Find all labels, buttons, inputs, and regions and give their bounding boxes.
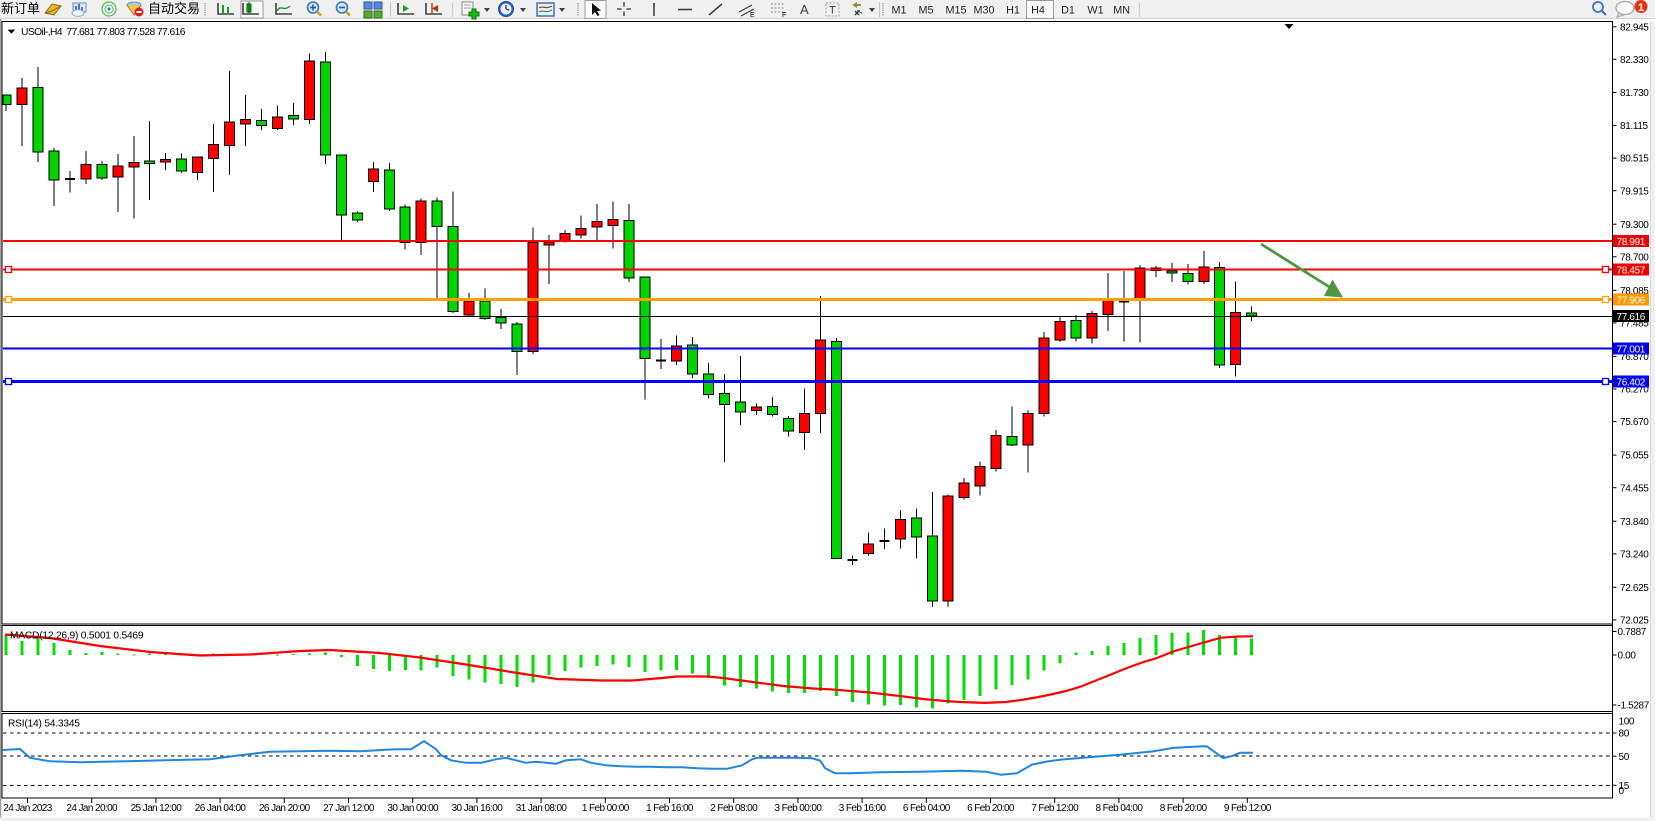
svg-text:78.991: 78.991 [1617,237,1646,248]
svg-text:0: 0 [1619,786,1625,797]
svg-text:0.7887: 0.7887 [1618,627,1647,638]
svg-text:73.240: 73.240 [1620,550,1649,561]
svg-text:T: T [829,5,836,17]
svg-text:9 Feb 12:00: 9 Feb 12:00 [1224,803,1272,814]
svg-text:3 Feb 16:00: 3 Feb 16:00 [839,803,887,814]
svg-text:1 Feb 16:00: 1 Feb 16:00 [646,803,694,814]
svg-text:30 Jan 16:00: 30 Jan 16:00 [452,803,504,814]
svg-text:25 Jan 12:00: 25 Jan 12:00 [131,803,183,814]
svg-text:USOil-,H4 77.681 77.803 77.52: USOil-,H4 77.681 77.803 77.528 77.616 [21,27,186,38]
svg-text:-1.5287: -1.5287 [1618,701,1650,712]
svg-text:E: E [750,12,755,19]
svg-text:0.00: 0.00 [1618,651,1637,662]
svg-text:78.085: 78.085 [1620,286,1649,297]
svg-text:30 Jan 00:00: 30 Jan 00:00 [387,803,439,814]
svg-text:6 Feb 04:00: 6 Feb 04:00 [903,803,951,814]
svg-text:72.625: 72.625 [1620,583,1649,594]
svg-text:78.700: 78.700 [1620,252,1649,263]
svg-text:50: 50 [1619,752,1630,763]
svg-text:F: F [782,12,786,19]
svg-text:75.670: 75.670 [1620,417,1649,428]
svg-text:W1: W1 [1087,5,1103,17]
svg-text:MN: MN [1113,5,1130,17]
svg-text:H1: H1 [1006,5,1020,17]
svg-text:80: 80 [1619,729,1630,740]
svg-text:82.330: 82.330 [1620,55,1649,66]
svg-text:3 Feb 00:00: 3 Feb 00:00 [775,803,823,814]
svg-text:72.025: 72.025 [1620,616,1649,627]
svg-text:MACD(12,26,9) 0.5001 0.5469: MACD(12,26,9) 0.5001 0.5469 [10,631,144,642]
svg-text:15: 15 [1619,781,1630,792]
svg-text:新订单: 新订单 [1,1,40,16]
svg-text:81.115: 81.115 [1620,121,1649,132]
svg-text:A: A [800,2,809,17]
svg-text:H4: H4 [1031,5,1045,17]
svg-text:77.616: 77.616 [1617,312,1646,323]
svg-text:75.055: 75.055 [1620,451,1649,462]
svg-text:RSI(14) 54.3345: RSI(14) 54.3345 [8,719,80,730]
svg-text:6 Feb 20:00: 6 Feb 20:00 [967,803,1015,814]
svg-text:8 Feb 20:00: 8 Feb 20:00 [1160,803,1208,814]
svg-text:77.906: 77.906 [1617,295,1646,306]
svg-text:自动交易: 自动交易 [148,1,200,16]
svg-text:74.455: 74.455 [1620,483,1649,494]
svg-text:M1: M1 [892,5,907,17]
svg-text:80.515: 80.515 [1620,154,1649,165]
svg-text:M5: M5 [919,5,934,17]
svg-text:1 Feb 00:00: 1 Feb 00:00 [582,803,630,814]
svg-text:26 Jan 04:00: 26 Jan 04:00 [195,803,247,814]
svg-text:1: 1 [1638,2,1644,14]
svg-text:M30: M30 [973,5,994,17]
svg-text:31 Jan 08:00: 31 Jan 08:00 [516,803,568,814]
svg-text:73.840: 73.840 [1620,517,1649,528]
svg-text:77.485: 77.485 [1620,319,1649,330]
svg-text:79.915: 79.915 [1620,186,1649,197]
svg-text:76.270: 76.270 [1620,385,1649,396]
svg-text:26 Jan 20:00: 26 Jan 20:00 [259,803,311,814]
svg-text:24 Jan 20:00: 24 Jan 20:00 [66,803,118,814]
svg-text:D1: D1 [1061,5,1075,17]
svg-text:M15: M15 [945,5,966,17]
svg-text:78.457: 78.457 [1617,265,1646,276]
svg-text:82.945: 82.945 [1620,22,1649,33]
svg-text:81.730: 81.730 [1620,88,1649,99]
svg-text:7 Feb 12:00: 7 Feb 12:00 [1031,803,1079,814]
svg-text:27 Jan 12:00: 27 Jan 12:00 [323,803,375,814]
svg-text:24 Jan 2023: 24 Jan 2023 [3,803,52,814]
svg-text:76.402: 76.402 [1617,377,1646,388]
svg-text:76.870: 76.870 [1620,352,1649,363]
svg-text:79.300: 79.300 [1620,220,1649,231]
svg-text:2 Feb 08:00: 2 Feb 08:00 [710,803,758,814]
svg-text:8 Feb 04:00: 8 Feb 04:00 [1096,803,1144,814]
svg-text:77.001: 77.001 [1617,344,1646,355]
svg-text:100: 100 [1619,717,1635,728]
